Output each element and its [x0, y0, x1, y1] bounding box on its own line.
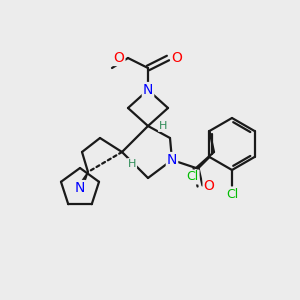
Text: Cl: Cl [226, 188, 238, 200]
Text: N: N [75, 181, 85, 195]
Text: O: O [204, 179, 214, 193]
Text: Cl: Cl [186, 170, 199, 184]
Text: H: H [159, 121, 167, 131]
Text: H: H [128, 159, 136, 169]
Text: O: O [114, 51, 124, 65]
Text: N: N [143, 83, 153, 97]
Text: N: N [167, 153, 177, 167]
Text: O: O [172, 51, 182, 65]
Polygon shape [78, 172, 88, 189]
